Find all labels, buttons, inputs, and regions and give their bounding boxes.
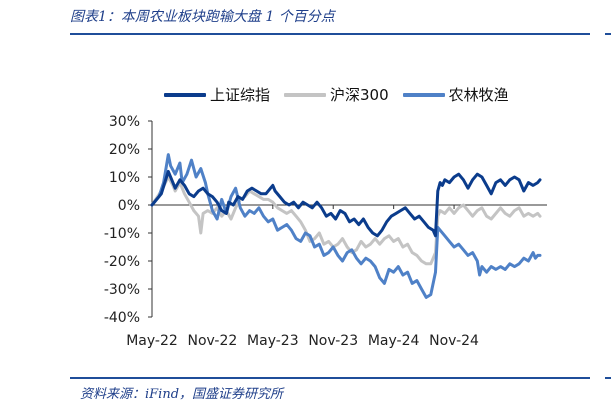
y-tick-label: -10% <box>104 226 140 242</box>
chart-caption: 图表1：本周农业板块跑输大盘 1 个百分点 <box>70 9 335 25</box>
right-edge-mark-top <box>605 33 611 35</box>
legend-label-shanghai: 上证综指 <box>210 86 271 104</box>
legend-label-hs300: 沪深300 <box>330 86 389 104</box>
chart-source: 资料来源：iFind，国盛证券研究所 <box>80 387 284 402</box>
x-tick-label: May-23 <box>247 333 299 349</box>
x-tick-label: May-22 <box>126 333 178 349</box>
y-tick-label: -40% <box>104 310 140 326</box>
y-tick-label: -20% <box>104 254 140 270</box>
y-tick-label: 0% <box>118 198 140 214</box>
right-edge-mark-bottom <box>605 377 611 379</box>
legend-swatch-hs300 <box>284 92 327 97</box>
legend-swatch-shanghai <box>164 92 206 97</box>
x-tick-label: Nov-23 <box>308 333 358 349</box>
y-tick-label: 20% <box>109 142 140 158</box>
bottom-rule <box>70 377 590 379</box>
x-tick-label: May-24 <box>368 333 420 349</box>
x-tick-label: Nov-24 <box>429 333 479 349</box>
y-tick-label: -30% <box>104 282 140 298</box>
series-line-1 <box>150 175 542 266</box>
legend-item-shanghai: 上证综指 <box>164 84 270 105</box>
legend-label-agriculture: 农林牧渔 <box>448 86 509 104</box>
x-tick-label: Nov-22 <box>187 333 237 349</box>
y-tick-label: 10% <box>109 170 140 186</box>
legend-item-hs300: 沪深300 <box>284 84 389 105</box>
series-line-0 <box>150 169 542 238</box>
legend-swatch-agriculture <box>402 92 445 97</box>
legend-item-agriculture: 农林牧渔 <box>402 84 509 105</box>
y-tick-label: 30% <box>109 114 140 130</box>
series-line-2 <box>150 153 542 299</box>
chart-legend: 上证综指 沪深300 农林牧渔 <box>164 84 509 105</box>
top-rule <box>70 33 590 35</box>
